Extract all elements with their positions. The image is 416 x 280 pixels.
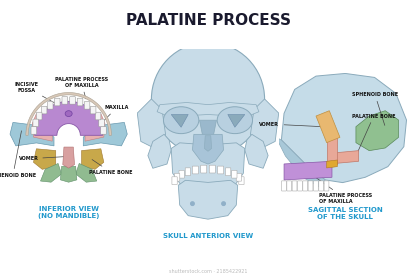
Polygon shape [178, 180, 238, 219]
Text: SPHENOID BONE: SPHENOID BONE [352, 92, 398, 125]
Text: INFERIOR VIEW
(NO MANDIBLE): INFERIOR VIEW (NO MANDIBLE) [38, 206, 99, 219]
FancyBboxPatch shape [99, 119, 104, 127]
Polygon shape [33, 149, 56, 169]
Polygon shape [281, 73, 406, 183]
FancyBboxPatch shape [70, 97, 75, 104]
Polygon shape [276, 137, 325, 186]
Ellipse shape [217, 107, 253, 134]
Polygon shape [228, 115, 245, 127]
FancyBboxPatch shape [101, 127, 106, 134]
Polygon shape [83, 122, 127, 146]
Polygon shape [284, 161, 332, 180]
FancyBboxPatch shape [41, 106, 47, 114]
Polygon shape [205, 136, 212, 151]
Polygon shape [157, 102, 259, 117]
Polygon shape [171, 143, 245, 192]
FancyBboxPatch shape [172, 177, 177, 185]
FancyBboxPatch shape [303, 181, 307, 191]
FancyBboxPatch shape [218, 166, 224, 174]
Polygon shape [148, 134, 171, 168]
FancyBboxPatch shape [33, 119, 39, 127]
FancyBboxPatch shape [232, 170, 237, 178]
Polygon shape [200, 120, 216, 138]
Polygon shape [63, 147, 74, 168]
Text: INCISIVE
FOSSA: INCISIVE FOSSA [15, 82, 67, 110]
Circle shape [222, 202, 225, 206]
Polygon shape [82, 149, 104, 169]
Text: SAGITTAL SECTION
OF THE SKULL: SAGITTAL SECTION OF THE SKULL [308, 207, 383, 220]
Text: PALATINE BONE: PALATINE BONE [352, 113, 396, 155]
FancyBboxPatch shape [239, 177, 244, 185]
FancyBboxPatch shape [54, 98, 60, 106]
FancyBboxPatch shape [37, 112, 42, 120]
FancyBboxPatch shape [31, 127, 37, 134]
FancyBboxPatch shape [324, 181, 329, 191]
Polygon shape [32, 114, 52, 141]
FancyBboxPatch shape [282, 181, 286, 191]
Polygon shape [327, 160, 337, 168]
Text: PALATINE BONE: PALATINE BONE [89, 160, 133, 175]
Polygon shape [76, 164, 97, 182]
FancyBboxPatch shape [297, 181, 302, 191]
FancyBboxPatch shape [209, 165, 215, 173]
Ellipse shape [163, 107, 199, 134]
FancyBboxPatch shape [185, 168, 191, 176]
FancyBboxPatch shape [62, 97, 67, 104]
FancyBboxPatch shape [201, 165, 207, 173]
FancyBboxPatch shape [192, 166, 198, 174]
Polygon shape [193, 134, 223, 164]
FancyBboxPatch shape [90, 106, 96, 114]
Text: shutterstock.com · 2185422921: shutterstock.com · 2185422921 [169, 269, 247, 274]
FancyBboxPatch shape [95, 112, 101, 120]
Text: MAXILLA: MAXILLA [102, 105, 129, 123]
Polygon shape [316, 111, 340, 143]
Text: SKULL ANTERIOR VIEW: SKULL ANTERIOR VIEW [163, 233, 253, 239]
Polygon shape [40, 164, 62, 182]
Text: PALATINE PROCESS
OF MAXILLA: PALATINE PROCESS OF MAXILLA [55, 77, 108, 99]
Ellipse shape [151, 42, 265, 156]
FancyBboxPatch shape [84, 102, 90, 109]
FancyBboxPatch shape [225, 168, 231, 176]
FancyBboxPatch shape [287, 181, 292, 191]
Polygon shape [171, 115, 188, 127]
Wedge shape [26, 92, 111, 135]
Polygon shape [85, 114, 105, 141]
Text: PALATINE PROCESS: PALATINE PROCESS [126, 13, 290, 28]
FancyBboxPatch shape [174, 173, 180, 181]
Text: VOMER: VOMER [19, 156, 67, 161]
Text: SPHENOID BONE: SPHENOID BONE [0, 131, 36, 178]
FancyBboxPatch shape [308, 181, 313, 191]
Polygon shape [250, 99, 279, 148]
FancyBboxPatch shape [319, 181, 324, 191]
Polygon shape [10, 122, 54, 146]
Ellipse shape [65, 111, 72, 116]
Polygon shape [35, 101, 103, 135]
FancyBboxPatch shape [292, 181, 297, 191]
FancyBboxPatch shape [236, 173, 242, 181]
FancyBboxPatch shape [314, 181, 318, 191]
Text: PALATINE PROCESS
OF MAXILLA: PALATINE PROCESS OF MAXILLA [309, 173, 372, 204]
Polygon shape [327, 133, 337, 164]
Circle shape [191, 202, 194, 206]
FancyBboxPatch shape [47, 102, 53, 109]
Polygon shape [60, 166, 77, 182]
Polygon shape [245, 134, 268, 168]
FancyBboxPatch shape [179, 170, 184, 178]
Polygon shape [356, 111, 399, 151]
Polygon shape [137, 99, 166, 148]
Text: VOMER: VOMER [259, 122, 320, 127]
FancyBboxPatch shape [77, 98, 83, 106]
Polygon shape [329, 151, 359, 164]
